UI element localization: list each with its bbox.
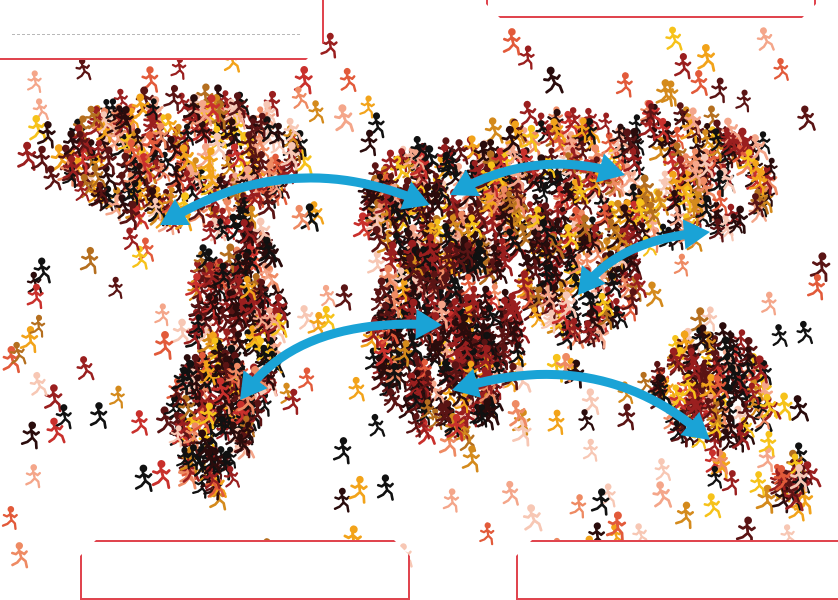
divider-line xyxy=(12,34,300,35)
migration-map xyxy=(1,23,833,569)
info-card-bottom-right xyxy=(516,540,838,600)
info-card-top-left xyxy=(0,0,324,60)
info-card-top-right xyxy=(486,0,816,18)
arrow-layer xyxy=(160,153,710,440)
info-card-bottom-left xyxy=(80,540,410,600)
crowd-layer xyxy=(1,23,833,569)
